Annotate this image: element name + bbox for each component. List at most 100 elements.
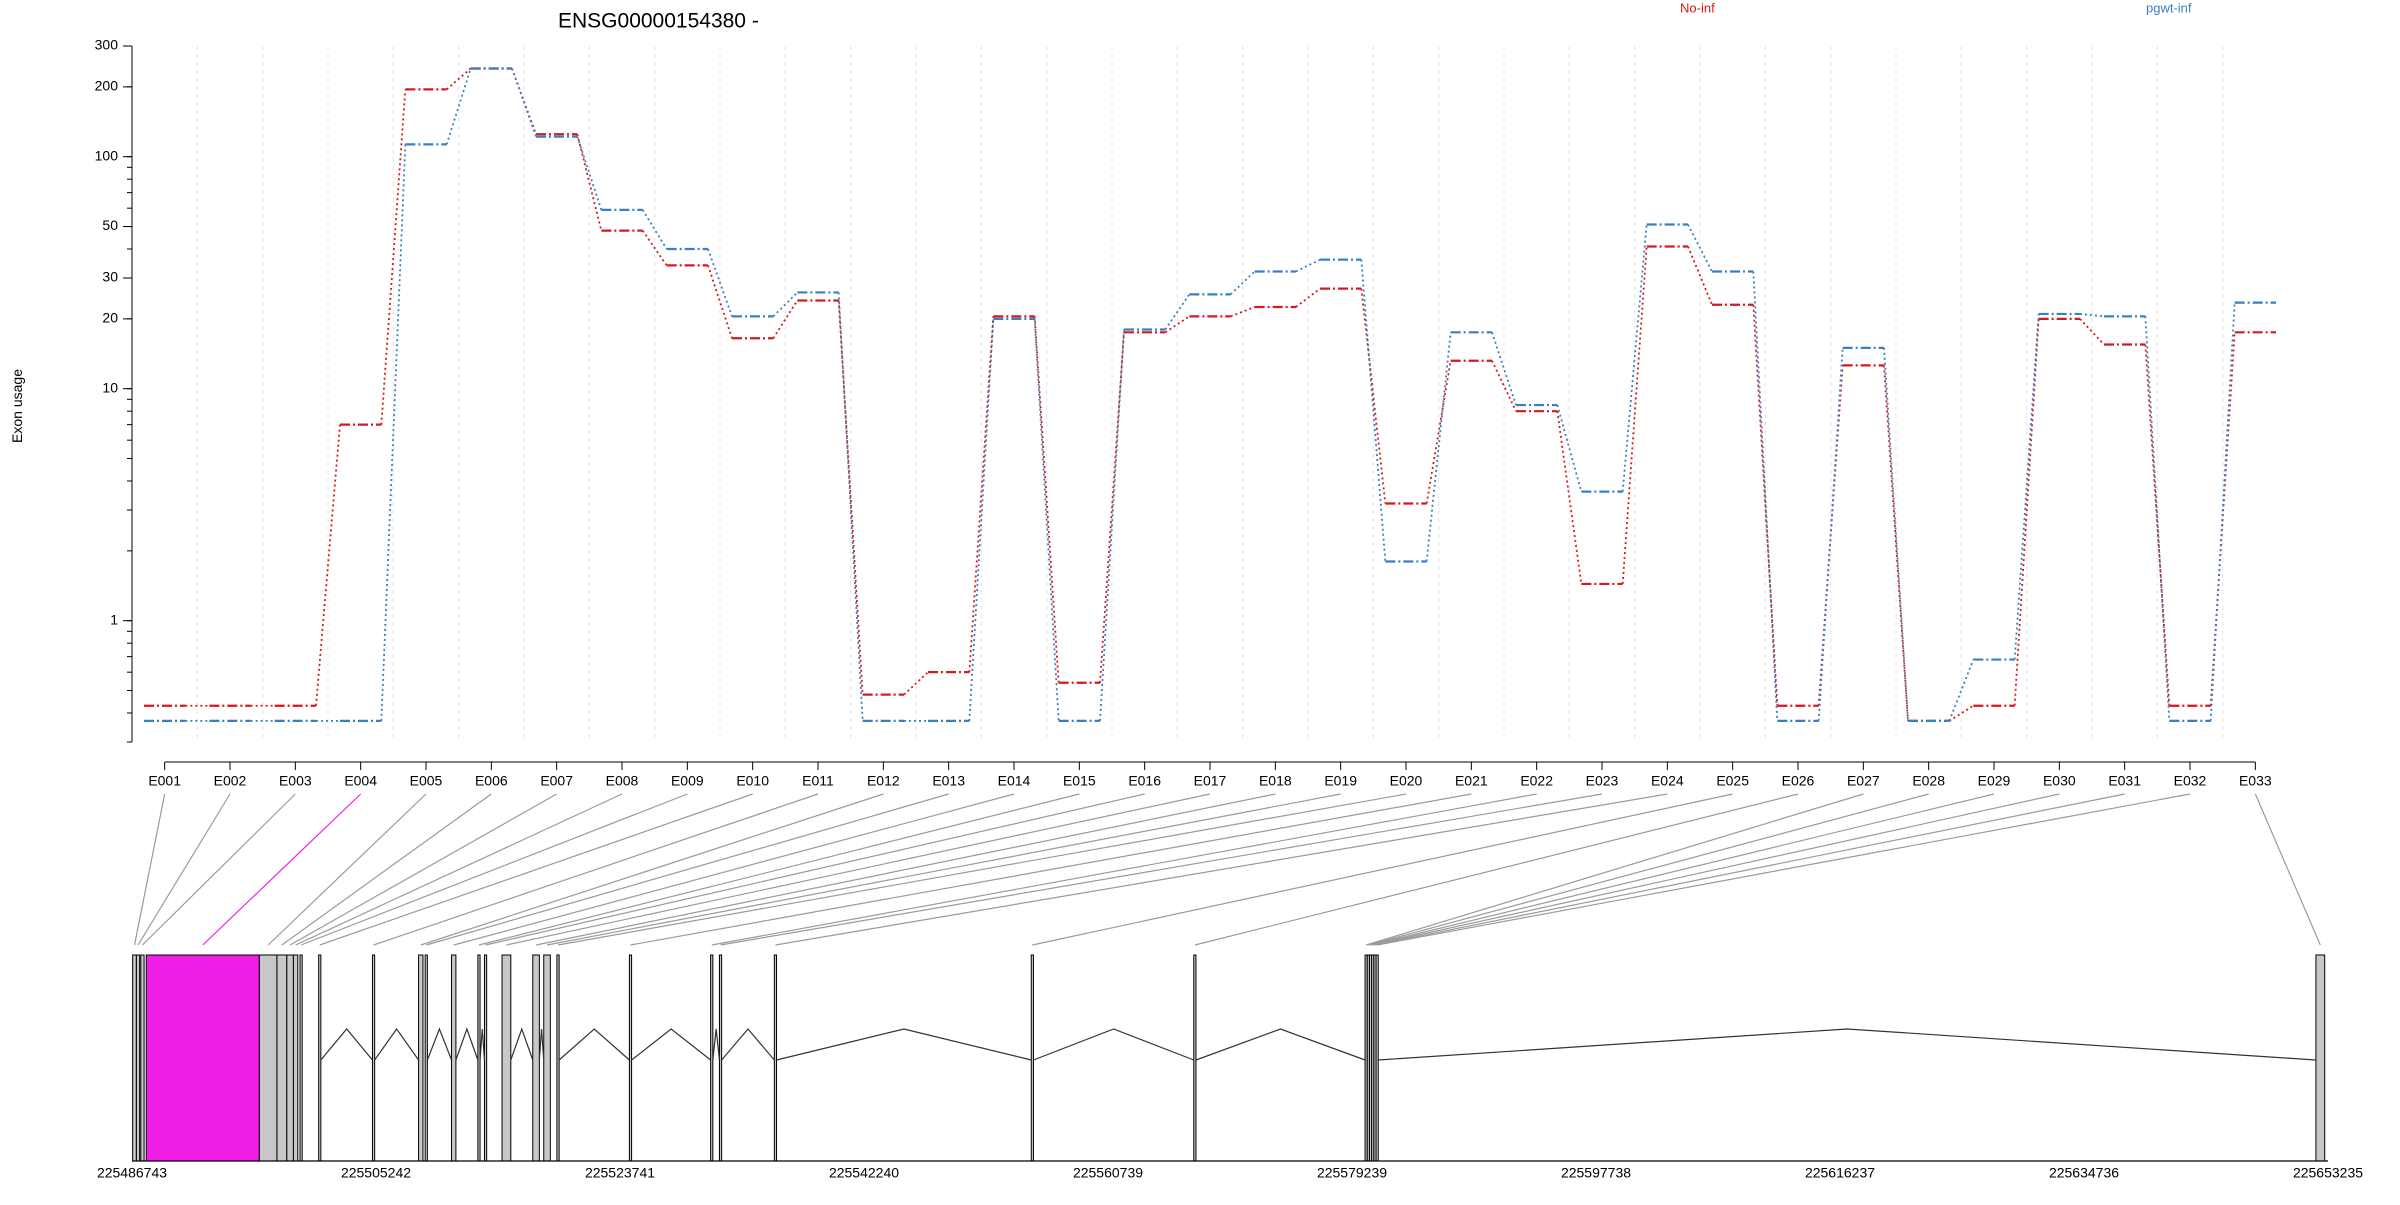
exon-box <box>1030 954 1034 1162</box>
x-tick-label: E001 <box>148 773 181 789</box>
x-tick-label: E026 <box>1782 773 1815 789</box>
intron-line <box>374 1027 420 1061</box>
intron-line <box>776 1028 1032 1061</box>
series-connector <box>1230 270 1256 296</box>
series-connector <box>2079 318 2105 346</box>
intron-line <box>631 1028 712 1061</box>
x-tick-label: E008 <box>606 773 639 789</box>
exon-box <box>543 954 551 1162</box>
series-connector <box>1556 411 1583 585</box>
exon-box <box>1375 954 1379 1162</box>
y-axis-label: Exon usage <box>9 369 25 443</box>
exon-connectors <box>133 793 2321 946</box>
exon-box <box>1193 954 1197 1162</box>
x-tick-label: E018 <box>1259 773 1292 789</box>
series-connector <box>641 230 668 266</box>
series-connector <box>445 68 472 145</box>
intron-line <box>455 1027 479 1061</box>
series-no-inf <box>144 67 2276 722</box>
exon-box <box>132 954 137 1162</box>
x-tick-label: E012 <box>867 773 900 789</box>
series-connector <box>1360 288 1387 504</box>
x-tick-label: E027 <box>1847 773 1880 789</box>
intron-line <box>426 1027 453 1061</box>
x-tick-label: E030 <box>2043 773 2076 789</box>
intron-line <box>1033 1028 1194 1061</box>
series-connector <box>1164 293 1191 330</box>
x-tick-label: E007 <box>540 773 573 789</box>
series-connector <box>1425 360 1452 504</box>
exon-connector <box>453 793 1015 946</box>
exon-connector <box>267 793 427 946</box>
exon-connector <box>1368 793 1929 946</box>
x-tick-label: E021 <box>1455 773 1488 789</box>
exon-connector <box>133 793 166 946</box>
exon-box <box>556 954 560 1162</box>
exon-connector <box>775 793 1668 946</box>
exon-box <box>258 954 278 1162</box>
exon-connector <box>1194 793 1799 946</box>
genomic-tick-label: 225634736 <box>2049 1165 2119 1181</box>
series-connector <box>1360 259 1387 562</box>
exon-connector <box>546 793 1341 946</box>
intron-line <box>721 1028 775 1061</box>
exon-connector <box>1370 793 1995 946</box>
exon-connector <box>1374 793 2125 946</box>
series-connector <box>1948 659 1975 722</box>
exon-box <box>318 954 322 1162</box>
exon-connector <box>373 793 819 946</box>
exon-box <box>418 954 424 1162</box>
axes: 1 10 20 30 50 100 200 300 E001 E002 E003 E004 E005 E0… <box>95 37 2272 789</box>
exon-connector <box>485 793 1145 946</box>
series-connector <box>576 133 603 231</box>
x-tick-label: E016 <box>1128 773 1161 789</box>
series-connector <box>315 424 341 706</box>
series-connector <box>903 671 929 696</box>
y-tick-label: 10 <box>102 379 118 395</box>
x-tick-label: E024 <box>1651 773 1684 789</box>
exon-connector <box>2254 793 2321 946</box>
series-lines <box>144 67 2276 722</box>
series-connector <box>1752 304 1779 706</box>
exon-box <box>501 954 512 1162</box>
x-tick-label: E029 <box>1978 773 2011 789</box>
x-tick-label: E002 <box>214 773 247 789</box>
y-tick-label: 1 <box>110 611 118 627</box>
genomic-tick-label: 225616237 <box>1805 1165 1875 1181</box>
exon-connector <box>711 793 1537 946</box>
x-tick-label: E022 <box>1520 773 1553 789</box>
y-tick-label: 300 <box>95 37 119 53</box>
series-connector <box>1099 332 1125 683</box>
series-connector <box>837 300 864 695</box>
y-tick-label: 30 <box>102 269 118 285</box>
exon-box <box>371 954 376 1162</box>
exon-connector <box>535 793 1276 946</box>
y-tick-label: 20 <box>102 310 118 326</box>
exon-box <box>140 954 145 1162</box>
series-connector <box>1033 318 1060 721</box>
exon-connector <box>319 793 753 946</box>
x-tick-label: E009 <box>671 773 704 789</box>
y-tick-label: 200 <box>95 78 119 94</box>
x-tick-label: E032 <box>2174 773 2207 789</box>
series-connector <box>446 67 472 91</box>
series-connector <box>1687 224 1713 272</box>
x-tick-label: E023 <box>1586 773 1619 789</box>
x-tick-label: E011 <box>802 773 834 789</box>
series-connector <box>837 292 864 721</box>
exon-connector <box>281 793 492 946</box>
series-connector <box>968 318 995 721</box>
exon-box <box>145 954 260 1162</box>
exon-box <box>628 954 633 1162</box>
exon-connector <box>557 793 1407 946</box>
intron-line <box>558 1028 630 1061</box>
genomic-tick-label: 225579239 <box>1317 1165 1387 1181</box>
intron-line <box>320 1028 373 1061</box>
series-connector <box>1621 246 1648 585</box>
intron-line <box>1378 1028 2316 1061</box>
x-tick-label: E033 <box>2239 773 2272 789</box>
exon-box <box>292 954 299 1162</box>
exon-connector <box>506 793 1211 946</box>
exon-connector <box>630 793 1472 946</box>
exon-connector <box>478 793 1080 946</box>
